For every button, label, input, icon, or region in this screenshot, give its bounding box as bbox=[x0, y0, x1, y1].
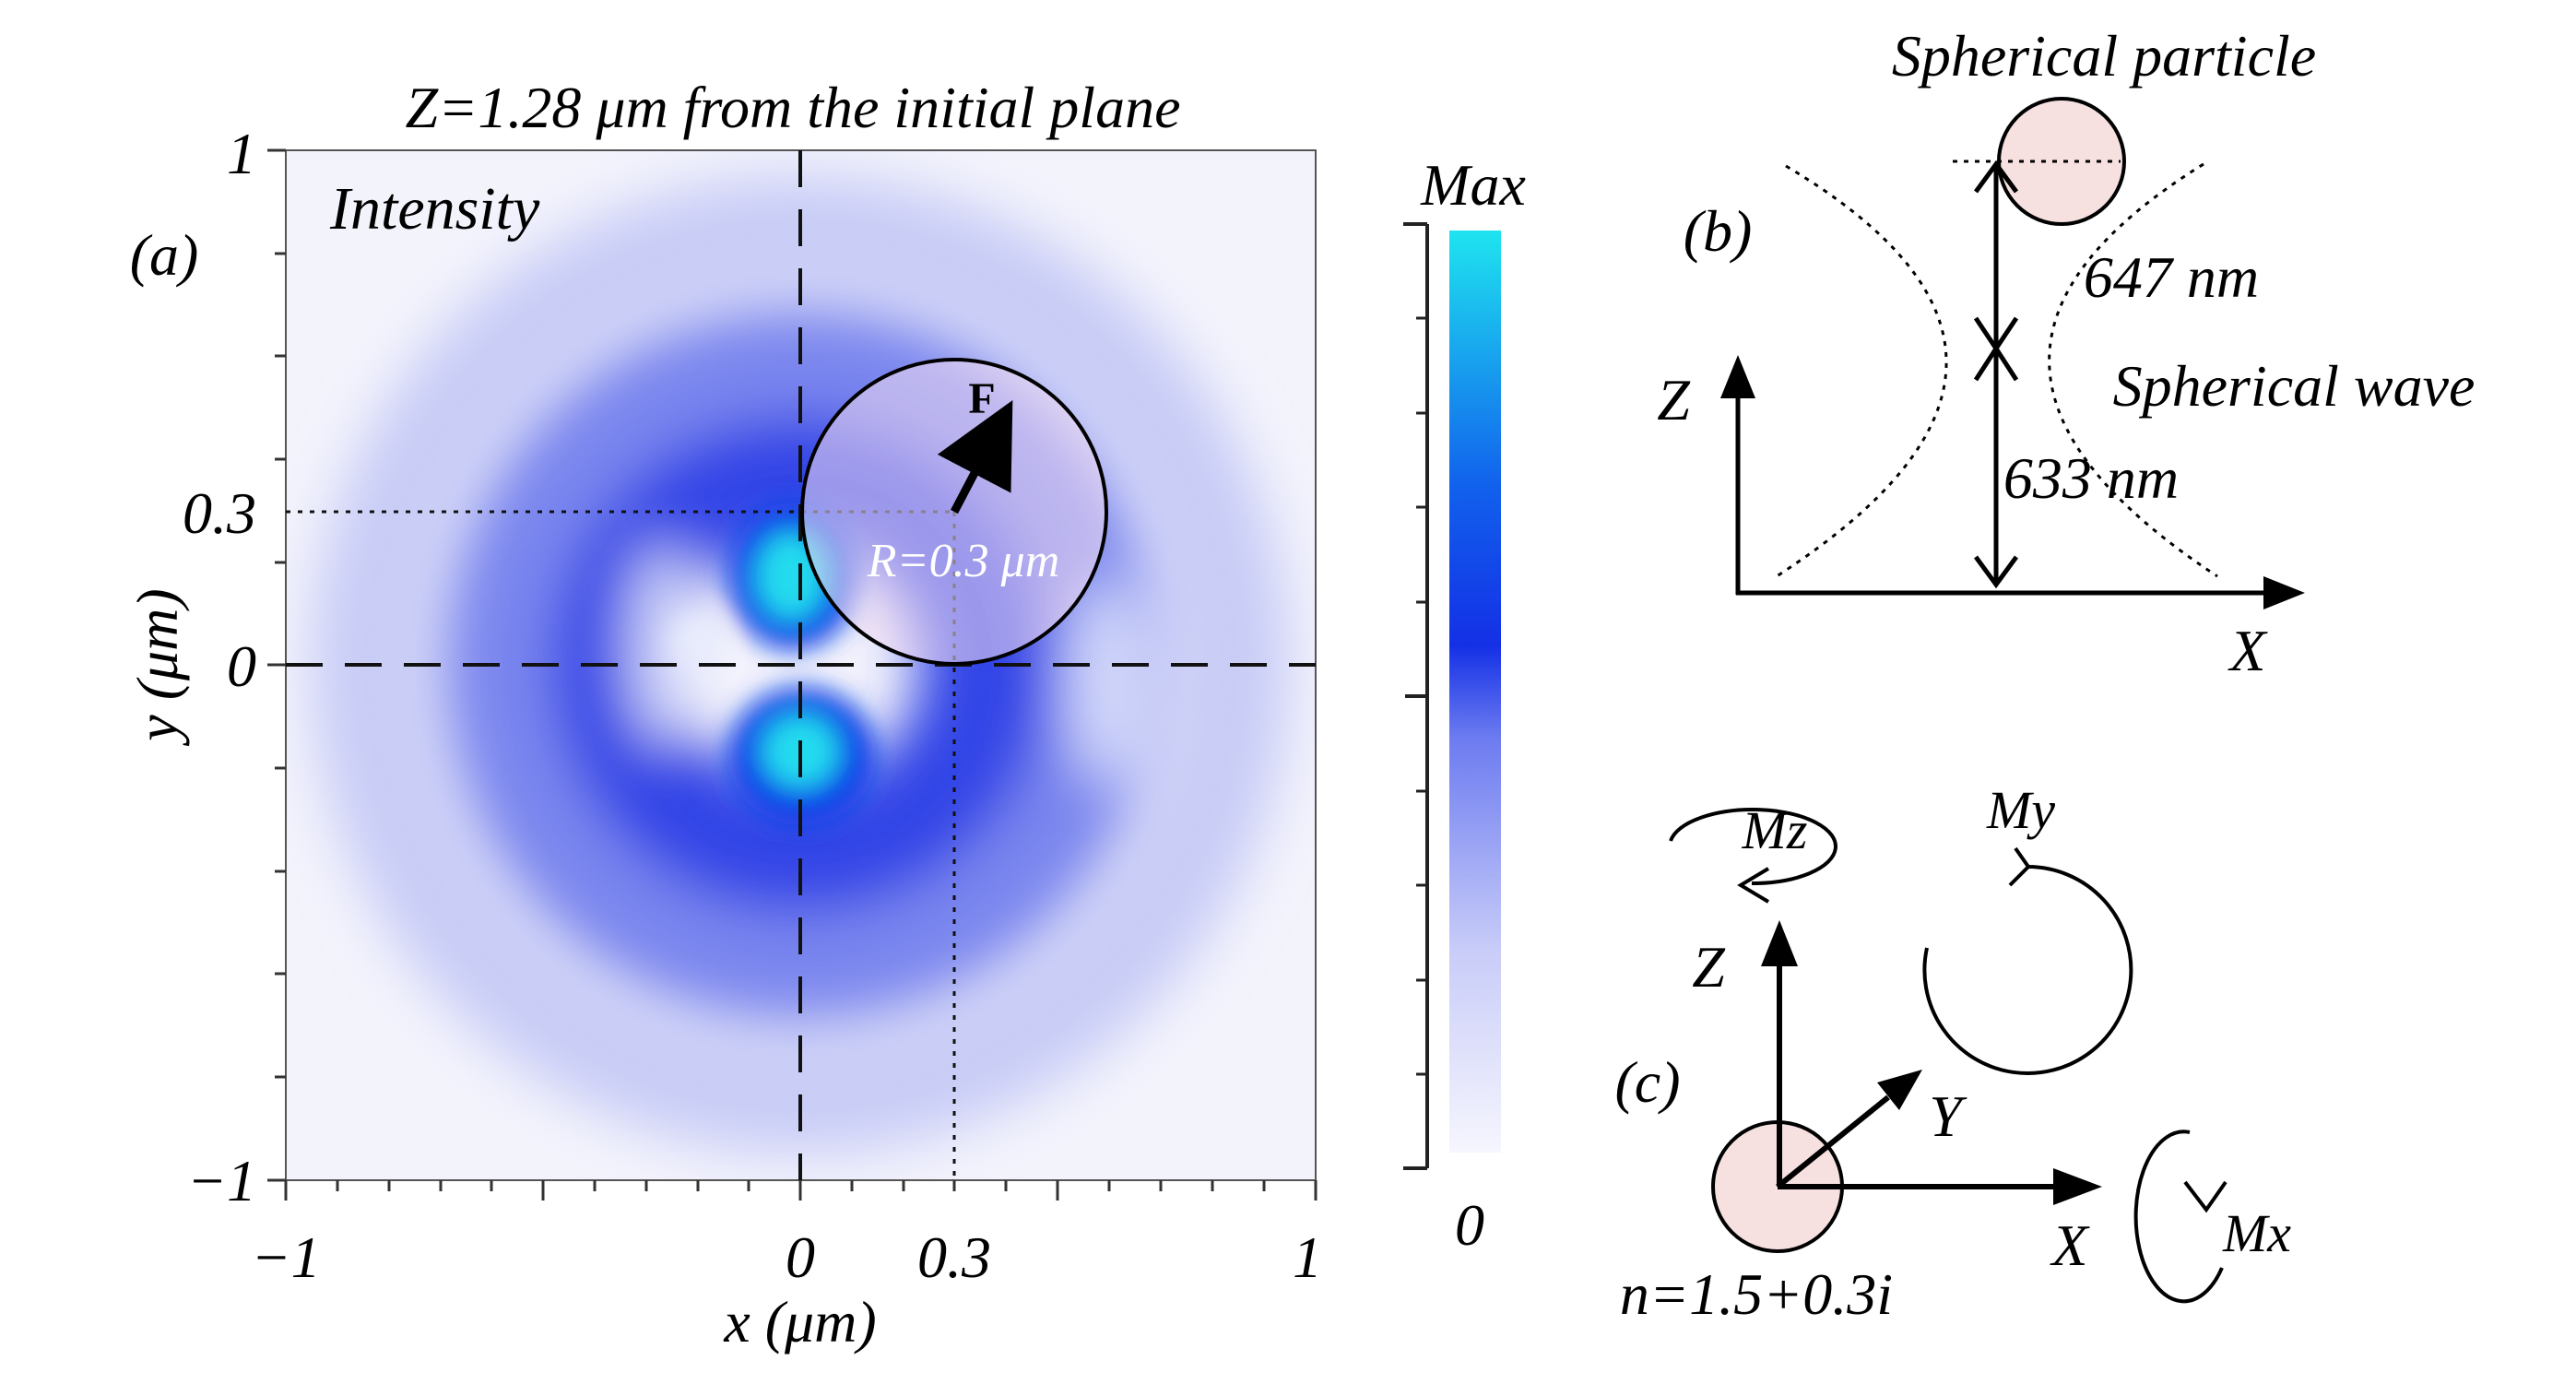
my-rotation-arrow bbox=[1922, 865, 2133, 1075]
x-axis-ticks bbox=[284, 1180, 1318, 1201]
arrowhead-mid-down bbox=[1973, 344, 2019, 382]
colorbar-min-label: 0 bbox=[1455, 1192, 1484, 1258]
my-label: My bbox=[1986, 780, 2055, 840]
axis-y-label: Y bbox=[1929, 1083, 1967, 1149]
panel-c-label: (c) bbox=[1614, 1049, 1680, 1115]
panel-c: (c) Mz My Z Y X Mx n=1.5+0.3i bbox=[1614, 780, 2291, 1327]
y-tick-label: −1 bbox=[187, 1148, 256, 1213]
panel-b-label: (b) bbox=[1684, 198, 1753, 264]
my-arrowhead bbox=[2008, 846, 2031, 887]
y-tick-label: 0 bbox=[227, 633, 256, 699]
distance-bottom-label: 633 nm bbox=[2003, 445, 2179, 511]
y-axis-ticks bbox=[267, 148, 286, 1182]
radius-label: R=0.3 μm bbox=[867, 535, 1060, 587]
panel-b-title: Spherical particle bbox=[1892, 23, 2316, 89]
axis-x-label: X bbox=[2227, 618, 2268, 683]
panel-a-label: (a) bbox=[130, 222, 199, 288]
axis-y-arrowhead bbox=[1877, 1070, 1922, 1110]
particle-circle bbox=[1997, 97, 2126, 226]
x-axis-label: x (μm) bbox=[723, 1289, 876, 1354]
distance-top-label: 647 nm bbox=[2084, 244, 2259, 310]
axis-z-label: Z bbox=[1692, 934, 1726, 1000]
mz-label: Mz bbox=[1742, 800, 1808, 860]
mx-arrowhead bbox=[2183, 1180, 2227, 1213]
x-tick-label: 1 bbox=[1293, 1224, 1322, 1290]
x-tick-label: 0 bbox=[786, 1224, 815, 1290]
colorbar-max-label: Max bbox=[1420, 152, 1526, 218]
y-tick-label: 0.3 bbox=[183, 480, 256, 546]
force-label: F bbox=[968, 374, 995, 423]
mx-label: Mx bbox=[2222, 1203, 2291, 1263]
arrowhead-top bbox=[1973, 160, 2019, 194]
axis-y-line bbox=[1776, 1094, 1890, 1189]
mz-arrowhead bbox=[1737, 867, 1770, 904]
wave-curve-right bbox=[2048, 162, 2218, 578]
axis-z-arrowhead bbox=[1761, 920, 1798, 966]
axis-x-label: X bbox=[2049, 1212, 2090, 1278]
panel-b: Spherical particle (b) 647 nm Spherical … bbox=[1657, 23, 2475, 683]
axis-x-arrowhead bbox=[2053, 1168, 2102, 1205]
panel-a-title: Z=1.28 μm from the initial plane bbox=[406, 75, 1181, 140]
force-arrow bbox=[937, 400, 1013, 515]
mx-rotation-arrow bbox=[2133, 1130, 2224, 1304]
colorbar: Max 0 bbox=[1403, 152, 1526, 1258]
refractive-index-label: n=1.5+0.3i bbox=[1620, 1261, 1893, 1327]
mz-rotation-arrow bbox=[1669, 808, 1837, 886]
colorbar-gradient bbox=[1449, 231, 1501, 1153]
x-tick-label: 0.3 bbox=[917, 1224, 991, 1290]
arrowhead-bottom bbox=[1973, 555, 2019, 589]
axis-z-arrowhead bbox=[1720, 355, 1755, 398]
axis-x-arrowhead bbox=[2263, 576, 2305, 609]
intensity-label: Intensity bbox=[329, 175, 540, 242]
wave-curve-left bbox=[1776, 164, 1948, 578]
panel-a: Z=1.28 μm from the initial plane (a) bbox=[124, 75, 1322, 1354]
y-axis-label: y (μm) bbox=[124, 588, 190, 746]
x-tick-label: −1 bbox=[251, 1224, 320, 1290]
wave-label: Spherical wave bbox=[2113, 353, 2476, 419]
axis-z-label: Z bbox=[1657, 367, 1691, 432]
y-tick-label: 1 bbox=[227, 121, 256, 186]
